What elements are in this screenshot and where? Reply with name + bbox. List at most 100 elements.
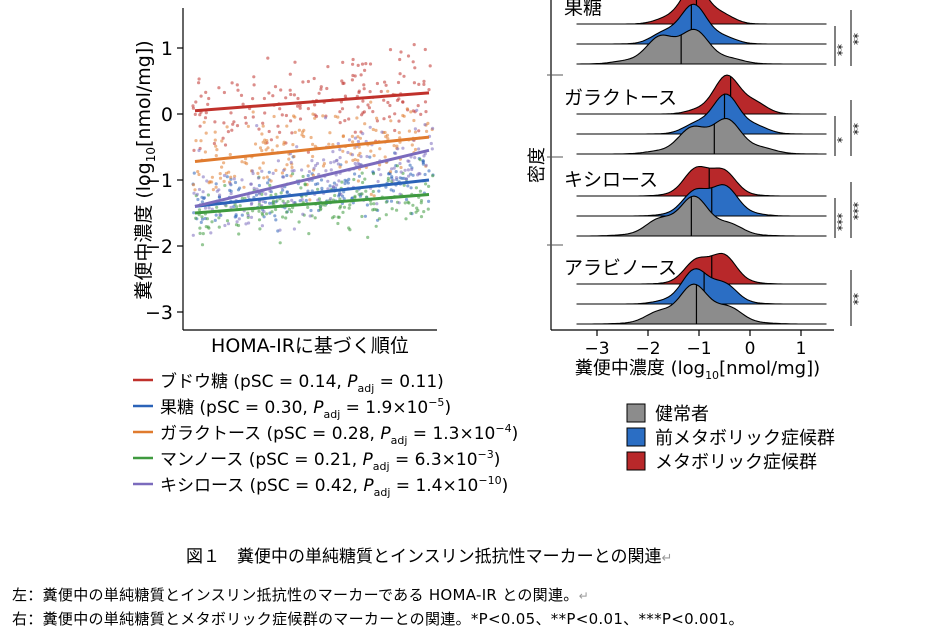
scatter-point	[394, 176, 399, 180]
scatter-point	[410, 143, 414, 147]
sig-mark: **	[835, 44, 849, 56]
scatter-point	[214, 182, 218, 186]
scatter-point	[415, 206, 419, 210]
scatter-point	[253, 142, 258, 146]
scatter-point	[426, 207, 430, 211]
scatter-point	[306, 79, 310, 84]
scatter-point	[347, 206, 351, 210]
scatter-point	[251, 110, 255, 114]
scatter-point	[363, 122, 367, 126]
scatter-point	[378, 163, 382, 167]
scatter-point	[271, 94, 275, 98]
scatter-point	[306, 164, 310, 168]
scatter-point	[361, 111, 365, 115]
scatter-point	[394, 170, 398, 174]
scatter-point	[371, 127, 375, 132]
scatter-point	[280, 171, 284, 175]
scatter-point	[266, 56, 270, 60]
scatter-point	[389, 119, 393, 123]
scatter-point	[389, 199, 394, 203]
scatter-point	[412, 43, 416, 47]
group-label: 果糖	[564, 0, 602, 19]
scatter-point	[351, 62, 355, 66]
scatter-point	[244, 157, 248, 161]
scatter-point	[313, 116, 317, 120]
scatter-point	[282, 140, 286, 144]
scatter-point	[406, 168, 410, 172]
scatter-point	[311, 112, 315, 116]
scatter-point	[417, 82, 421, 86]
scatter-point	[298, 117, 303, 121]
scatter-point	[337, 179, 341, 183]
scatter-point	[392, 144, 396, 148]
scatter-point	[212, 141, 216, 146]
scatter-point	[204, 90, 208, 94]
scatter-point	[266, 146, 270, 150]
scatter-point	[331, 143, 335, 147]
scatter-point	[361, 180, 365, 185]
scatter-point	[416, 104, 420, 108]
x-tick-label: 1	[796, 339, 807, 359]
scatter-point	[342, 197, 346, 201]
scatter-point	[353, 130, 357, 134]
scatter-point	[326, 179, 330, 183]
scatter-point	[390, 207, 394, 211]
scatter-point	[280, 113, 284, 117]
scatter-point	[196, 197, 200, 202]
scatter-point	[203, 116, 208, 120]
scatter-point	[413, 156, 417, 160]
scatter-point	[316, 187, 320, 191]
scatter-point	[409, 211, 413, 215]
scatter-point	[378, 147, 382, 151]
scatter-point	[353, 136, 357, 140]
scatter-point	[338, 197, 342, 201]
scatter-point	[264, 148, 268, 152]
scatter-point	[307, 232, 311, 236]
scatter-point	[368, 125, 372, 129]
scatter-point	[297, 128, 301, 132]
scatter-point	[311, 173, 315, 177]
scatter-point	[301, 174, 305, 179]
scatter-point	[236, 88, 240, 92]
scatter-point	[426, 121, 430, 125]
scatter-point	[328, 184, 332, 188]
scatter-point	[346, 150, 350, 155]
x-tick-label: −1	[686, 339, 711, 359]
scatter-point	[325, 86, 329, 91]
scatter-point	[223, 143, 228, 147]
scatter-point	[397, 201, 401, 205]
scatter-point	[323, 116, 328, 120]
scatter-point	[275, 144, 279, 148]
scatter-point	[341, 134, 345, 139]
scatter-point	[200, 200, 204, 204]
scatter-point	[306, 174, 310, 178]
scatter-point	[261, 161, 265, 165]
scatter-point	[200, 195, 204, 199]
scatter-point	[353, 172, 357, 176]
scatter-point	[287, 157, 291, 161]
scatter-point	[282, 175, 286, 179]
scatter-point	[206, 102, 210, 106]
fit-line	[194, 91, 430, 113]
scatter-point	[226, 130, 230, 134]
scatter-point	[222, 161, 226, 165]
scatter-point	[210, 207, 214, 211]
scatter-point	[369, 100, 373, 104]
scatter-point	[395, 164, 399, 168]
scatter-point	[326, 187, 330, 191]
scatter-point	[282, 201, 286, 205]
scatter-point	[393, 112, 397, 116]
scatter-point	[345, 179, 349, 183]
scatter-point	[338, 148, 342, 152]
scatter-point	[384, 83, 388, 87]
return-mark: ↵	[578, 589, 589, 603]
scatter-point	[297, 220, 301, 224]
scatter-point	[360, 62, 365, 66]
scatter-point	[207, 206, 211, 210]
scatter-point	[226, 222, 231, 226]
legend-swatch	[626, 403, 646, 423]
scatter-point	[284, 216, 288, 220]
x-tick-label: −3	[584, 339, 609, 359]
scatter-point	[268, 201, 272, 205]
right-panel-note: 右：糞便中の単純糖質とメタボリック症候群のマーカーとの関連。*P<0.05、**…	[12, 610, 744, 628]
